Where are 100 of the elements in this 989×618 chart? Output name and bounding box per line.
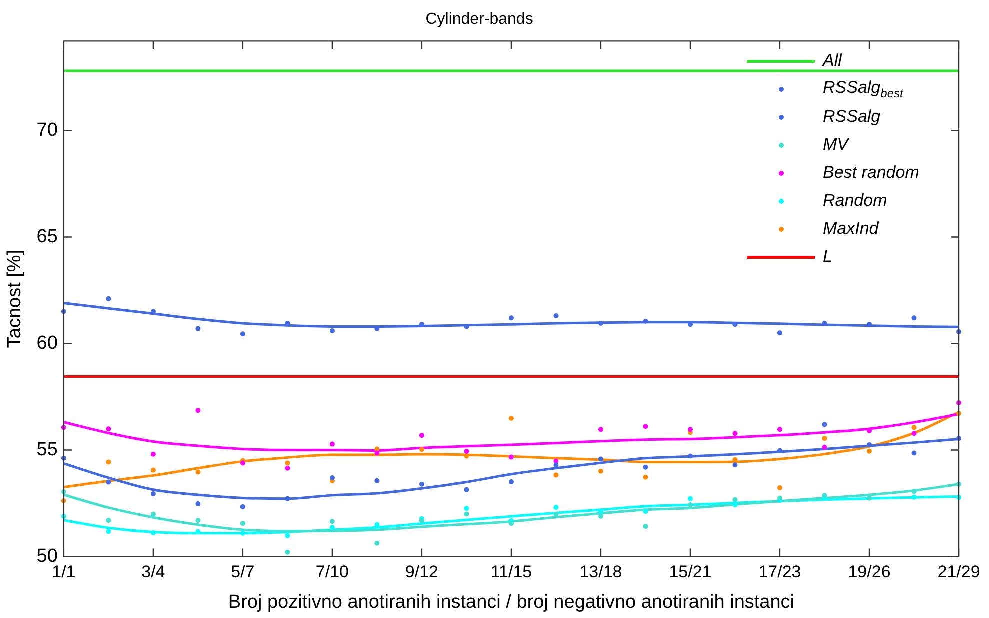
point	[240, 332, 246, 337]
point	[732, 462, 738, 468]
x-axis-title: Broj pozitivno anotiranih instanci / broj negativno anotiranih instanci	[228, 592, 795, 613]
point	[554, 512, 559, 517]
point	[866, 322, 872, 328]
point	[777, 496, 782, 501]
point	[643, 464, 648, 470]
x-tick-label: 21/29	[938, 562, 980, 582]
legend-label: Best random	[823, 163, 920, 184]
point	[777, 448, 782, 454]
legend-label: MaxInd	[823, 219, 879, 240]
x-tick-label: 11/15	[490, 562, 532, 582]
point	[464, 324, 470, 330]
point	[912, 489, 917, 494]
point	[240, 504, 246, 510]
point	[866, 442, 872, 448]
point	[285, 533, 290, 538]
point	[732, 431, 738, 436]
x-tick-label: 3/4	[142, 562, 166, 582]
point	[643, 509, 648, 514]
point	[150, 491, 156, 496]
point	[643, 318, 648, 324]
point	[240, 521, 246, 526]
legend-label: All	[823, 51, 842, 72]
x-tick-label: 15/21	[669, 562, 712, 582]
point	[106, 480, 112, 485]
point	[419, 447, 424, 452]
point	[508, 521, 514, 526]
point	[777, 330, 782, 336]
point	[554, 462, 559, 468]
point	[464, 506, 470, 512]
point	[106, 296, 112, 302]
point	[150, 512, 156, 517]
point	[643, 524, 648, 530]
point	[554, 472, 559, 478]
point	[912, 425, 917, 430]
point	[330, 525, 335, 530]
point	[106, 426, 112, 432]
point	[777, 427, 782, 432]
legend-label: Random	[823, 191, 888, 212]
point	[554, 314, 559, 319]
point	[419, 482, 424, 487]
point	[688, 454, 693, 459]
point	[285, 550, 290, 555]
point	[196, 518, 201, 524]
point	[240, 530, 246, 536]
point	[598, 427, 604, 432]
x-tick-label: 7/10	[316, 562, 349, 582]
point	[912, 431, 917, 436]
point	[150, 468, 156, 473]
point	[508, 454, 514, 460]
point	[106, 460, 112, 465]
point	[464, 512, 470, 517]
point	[688, 496, 693, 502]
point	[777, 485, 782, 490]
point	[150, 530, 156, 536]
point	[508, 316, 514, 321]
point	[912, 316, 917, 321]
legend-label: RSSalg$_{best}$	[823, 78, 904, 100]
point	[912, 450, 917, 456]
x-tick-label: 19/26	[848, 562, 891, 582]
point	[419, 433, 424, 438]
point	[508, 416, 514, 422]
point	[643, 474, 648, 480]
point	[330, 475, 335, 480]
point	[374, 450, 380, 456]
legend-label: L	[823, 247, 832, 268]
point	[330, 442, 335, 447]
point	[598, 514, 604, 520]
x-tick-label: 1/1	[52, 562, 76, 582]
point	[285, 496, 290, 502]
point	[464, 449, 470, 454]
point	[330, 328, 335, 334]
point	[374, 478, 380, 484]
point	[106, 518, 112, 524]
point	[419, 518, 424, 524]
point	[508, 480, 514, 485]
point	[688, 427, 693, 432]
x-tick-label: 9/12	[405, 562, 439, 582]
point	[598, 468, 604, 474]
legend-label: MV	[823, 135, 848, 156]
point	[732, 502, 738, 508]
point	[822, 436, 828, 442]
point	[196, 470, 201, 475]
point	[554, 505, 559, 510]
point	[150, 452, 156, 457]
point	[822, 445, 828, 450]
x-tick-label: 13/18	[580, 562, 622, 582]
point	[688, 502, 693, 508]
point	[196, 326, 201, 332]
point	[598, 321, 604, 326]
x-tick-label: 17/23	[758, 562, 802, 582]
point	[106, 529, 112, 534]
point	[285, 466, 290, 471]
y-tick-label: 55	[36, 440, 58, 461]
point	[464, 487, 470, 492]
point	[196, 501, 201, 506]
point	[464, 454, 470, 459]
y-tick-label: 60	[36, 332, 58, 354]
point	[285, 460, 290, 466]
